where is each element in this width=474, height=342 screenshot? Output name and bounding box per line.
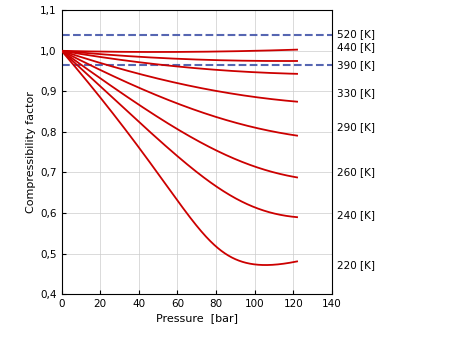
Text: 240 [K]: 240 [K]	[337, 210, 375, 221]
X-axis label: Pressure  [bar]: Pressure [bar]	[156, 313, 237, 323]
Text: 520 [K]: 520 [K]	[337, 30, 375, 40]
Text: 220 [K]: 220 [K]	[337, 260, 375, 270]
Text: 260 [K]: 260 [K]	[337, 168, 375, 177]
Y-axis label: Compressibility factor: Compressibility factor	[26, 91, 36, 213]
Text: 440 [K]: 440 [K]	[337, 42, 375, 53]
Text: 330 [K]: 330 [K]	[337, 88, 375, 98]
Text: 290 [K]: 290 [K]	[337, 122, 375, 132]
Text: 390 [K]: 390 [K]	[337, 61, 375, 70]
